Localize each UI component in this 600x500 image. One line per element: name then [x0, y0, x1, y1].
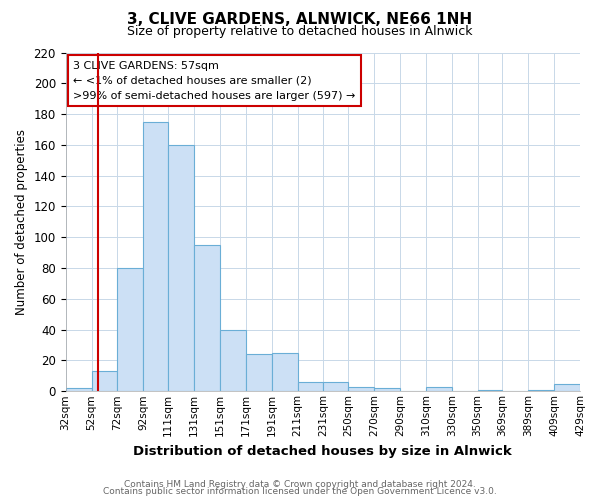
Bar — [554, 384, 580, 392]
Bar — [374, 388, 400, 392]
Text: Contains HM Land Registry data © Crown copyright and database right 2024.: Contains HM Land Registry data © Crown c… — [124, 480, 476, 489]
Bar — [272, 353, 298, 392]
Bar — [348, 386, 374, 392]
Bar — [143, 122, 168, 392]
X-axis label: Distribution of detached houses by size in Alnwick: Distribution of detached houses by size … — [133, 444, 512, 458]
Y-axis label: Number of detached properties: Number of detached properties — [15, 129, 28, 315]
Bar — [65, 388, 92, 392]
Bar — [194, 245, 220, 392]
Text: 3, CLIVE GARDENS, ALNWICK, NE66 1NH: 3, CLIVE GARDENS, ALNWICK, NE66 1NH — [127, 12, 473, 28]
Text: Size of property relative to detached houses in Alnwick: Size of property relative to detached ho… — [127, 25, 473, 38]
Text: Contains public sector information licensed under the Open Government Licence v3: Contains public sector information licen… — [103, 487, 497, 496]
Bar — [168, 145, 194, 392]
Bar — [478, 390, 502, 392]
Bar — [246, 354, 272, 392]
Bar — [323, 382, 348, 392]
Bar — [298, 382, 323, 392]
Bar — [528, 390, 554, 392]
Bar — [92, 371, 118, 392]
Text: 3 CLIVE GARDENS: 57sqm
← <1% of detached houses are smaller (2)
>99% of semi-det: 3 CLIVE GARDENS: 57sqm ← <1% of detached… — [73, 61, 356, 100]
Bar — [426, 386, 452, 392]
Bar — [220, 330, 246, 392]
Bar — [118, 268, 143, 392]
